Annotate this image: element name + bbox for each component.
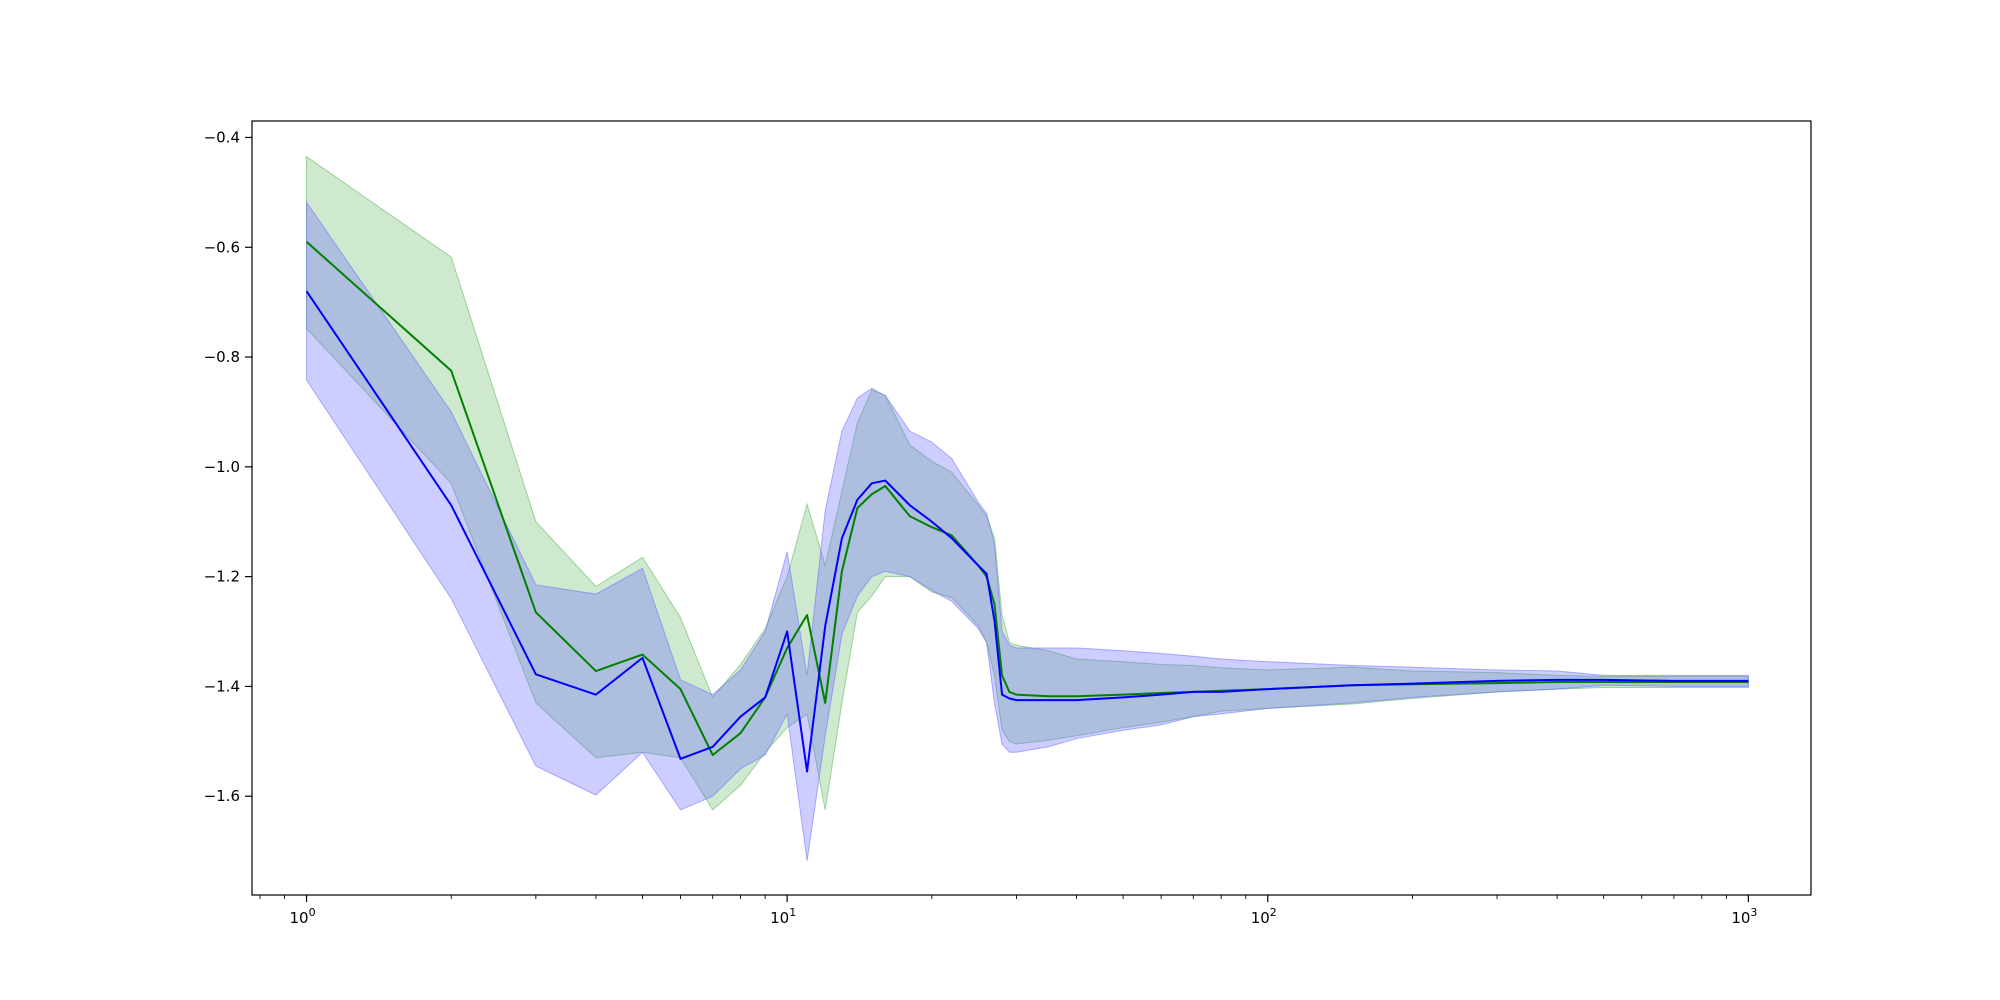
y-tick-label: −0.6 (204, 238, 240, 256)
y-tick-label: −0.4 (204, 128, 240, 146)
x-axis: 100 101 102 103 (259, 895, 1757, 927)
y-tick-label: −0.8 (204, 348, 240, 366)
series-2-band (306, 200, 1749, 862)
confidence-bands (306, 155, 1749, 862)
plot-frame (251, 120, 1812, 896)
y-tick-label: −1.0 (204, 458, 240, 476)
y-tick-label: −1.4 (204, 677, 240, 695)
y-axis: −0.4 −0.6 −0.8 −1.0 −1.2 −1.4 −1.6 (204, 128, 252, 805)
y-tick-label: −1.6 (204, 787, 240, 805)
series-lines (305, 241, 1749, 773)
series-2-line (305, 290, 1749, 773)
series-1-band (306, 155, 1749, 811)
y-tick-label: −1.2 (204, 568, 240, 586)
